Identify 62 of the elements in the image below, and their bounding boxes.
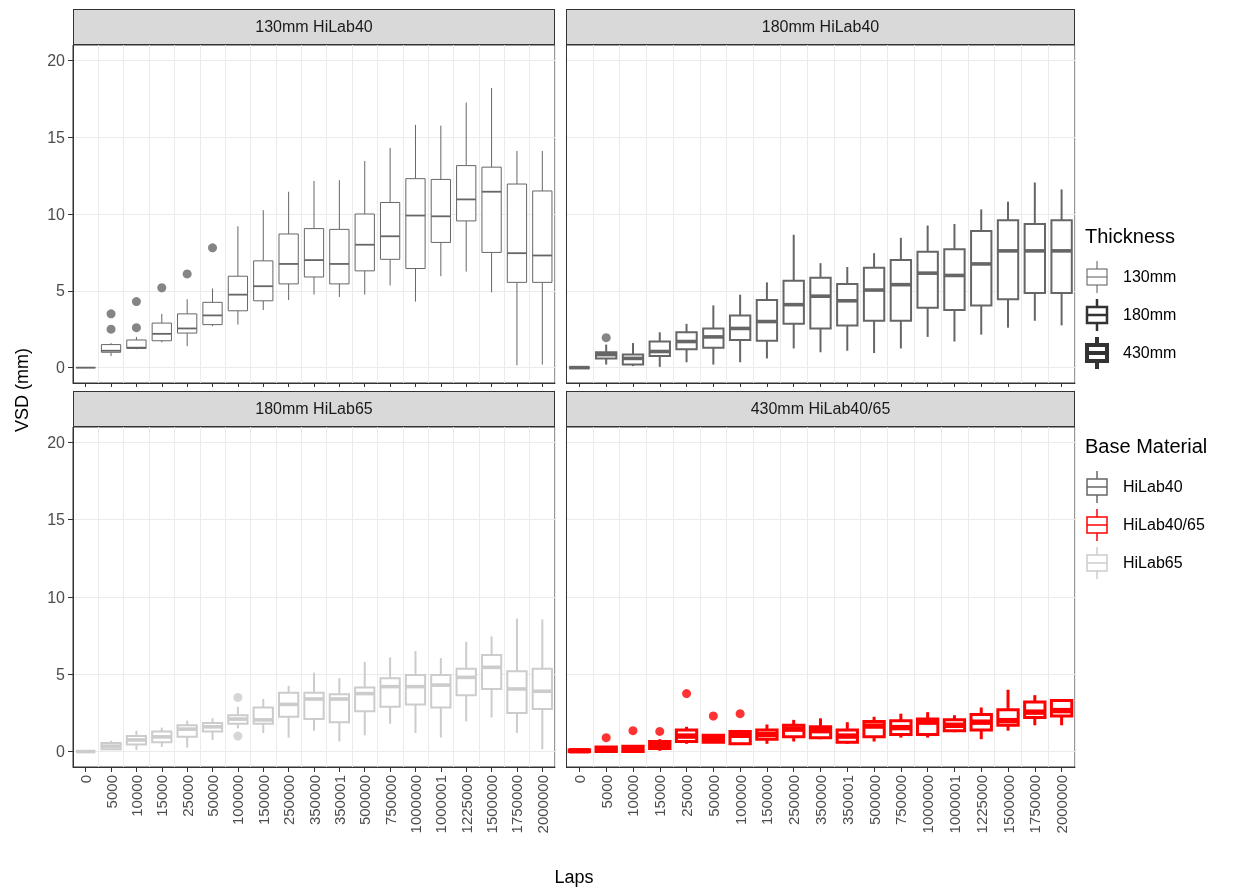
x-tick-label: 50000: [204, 775, 222, 817]
x-tick-label: 1500000: [483, 775, 501, 834]
x-tick-label: 350001: [330, 775, 348, 826]
chart-title: 180mm HiLab40: [566, 9, 1075, 45]
y-tick-label: 0: [56, 359, 66, 377]
x-tick-label: 150000: [758, 775, 776, 826]
x-tick-label: 250000: [280, 775, 298, 826]
y-tick-label: 0: [56, 743, 66, 761]
x-tick-label: 250000: [785, 775, 803, 826]
x-tick-label: 1500000: [999, 775, 1017, 834]
y-axis-title: VSD (mm): [11, 348, 33, 432]
legend-title: Base Material: [1085, 435, 1209, 458]
x-tick-label: 2000000: [1053, 775, 1071, 834]
x-tick-label: 15000: [651, 775, 669, 817]
x-tick-label: 25000: [178, 775, 196, 817]
y-tick-label: 20: [47, 51, 66, 69]
category-label: 430mm: [1123, 344, 1177, 362]
y-tick-label: 15: [47, 511, 66, 529]
x-tick-label: 10000: [127, 775, 145, 817]
x-axis-title: Laps: [554, 866, 594, 888]
legend-title: Thickness: [1085, 225, 1177, 248]
x-tick-label: 1750000: [508, 775, 526, 834]
chart-title: 180mm HiLab65: [73, 391, 555, 427]
x-tick-label: 1225000: [457, 775, 475, 834]
category-label: 180mm: [1123, 306, 1177, 324]
category-label: HiLab65: [1123, 554, 1183, 572]
category-label: HiLab40/65: [1123, 516, 1205, 534]
category-label: HiLab40: [1123, 478, 1183, 496]
x-tick-label: 100000: [229, 775, 247, 826]
chart-title: 430mm HiLab40/65: [566, 391, 1075, 427]
y-tick-label: 5: [56, 282, 66, 300]
x-tick-label: 100000: [731, 775, 749, 826]
x-tick-label: 5000: [597, 775, 615, 809]
y-tick-label: 10: [47, 205, 66, 223]
x-tick-label: 2000000: [533, 775, 551, 834]
x-tick-label: 10000: [624, 775, 642, 817]
x-tick-label: 500000: [865, 775, 883, 826]
x-tick-label: 350001: [838, 775, 856, 826]
x-tick-label: 0: [77, 775, 95, 784]
x-tick-label: 50000: [704, 775, 722, 817]
x-tick-label: 150000: [254, 775, 272, 826]
x-tick-label: 1000000: [406, 775, 424, 834]
x-tick-label: 1000000: [919, 775, 937, 834]
x-tick-label: 750000: [381, 775, 399, 826]
x-tick-label: 750000: [892, 775, 910, 826]
x-tick-label: 1000001: [945, 775, 963, 834]
category-label: 130mm: [1123, 268, 1177, 286]
y-tick-label: 10: [47, 588, 66, 606]
x-tick-label: 0: [570, 775, 588, 784]
y-tick-label: 20: [47, 433, 66, 451]
x-tick-label: 5000: [102, 775, 120, 809]
x-tick-label: 1000001: [432, 775, 450, 834]
x-tick-label: 1225000: [972, 775, 990, 834]
x-tick-label: 500000: [356, 775, 374, 826]
x-tick-label: 1750000: [1026, 775, 1044, 834]
x-tick-label: 15000: [153, 775, 171, 817]
chart-title: 130mm HiLab40: [73, 9, 555, 45]
y-tick-label: 15: [47, 128, 66, 146]
y-tick-label: 5: [56, 665, 66, 683]
x-tick-label: 350000: [812, 775, 829, 826]
x-tick-label: 350000: [305, 775, 323, 826]
x-tick-label: 25000: [678, 775, 696, 817]
